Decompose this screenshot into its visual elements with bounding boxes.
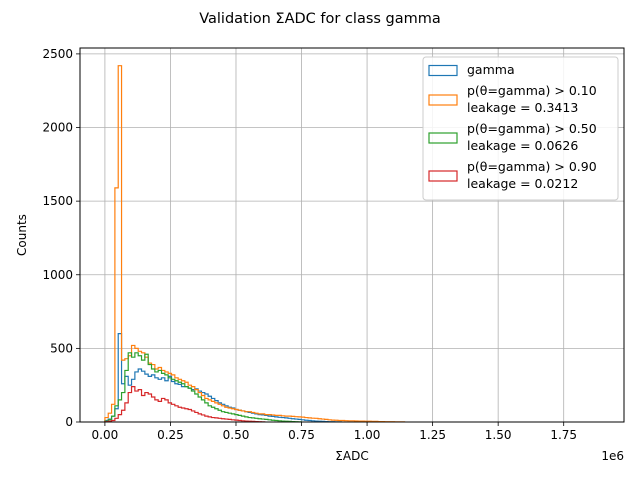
plot-frame <box>79 47 625 423</box>
legend-label: leakage = 0.3413 <box>467 100 578 115</box>
y-axis: 0 500 1000 1500 2000 2500 <box>42 47 80 429</box>
x-tick-label: 0.75 <box>288 428 315 442</box>
y-axis-label: Counts <box>15 214 29 256</box>
y-tick-label: 1000 <box>42 268 73 282</box>
legend-swatch <box>428 170 458 182</box>
y-tick-label: 0 <box>65 415 73 429</box>
legend-label: p(θ=gamma) > 0.10 <box>467 83 597 98</box>
x-axis: 0.00 0.25 0.50 0.75 1.00 1.25 1.50 1.75 <box>92 422 577 442</box>
x-axis-offset-label: 1e6 <box>601 449 624 463</box>
y-tick-label: 1500 <box>42 194 73 208</box>
legend-swatch <box>428 64 458 77</box>
x-tick-label: 0.50 <box>223 428 250 442</box>
y-tick-label: 2000 <box>42 121 73 135</box>
series-1-step-line <box>104 65 406 423</box>
legend-label: p(θ=gamma) > 0.50 <box>467 121 597 136</box>
x-tick-label: 0.25 <box>157 428 184 442</box>
legend-label: p(θ=gamma) > 0.90 <box>467 159 597 174</box>
series-3-step-line <box>104 386 266 423</box>
x-tick-label: 1.25 <box>419 428 446 442</box>
x-axis-label: ΣADC <box>335 449 368 463</box>
legend-label: gamma <box>467 62 515 77</box>
legend-swatch <box>428 94 458 106</box>
legend-box <box>422 56 619 201</box>
legend-label: leakage = 0.0212 <box>467 176 578 191</box>
chart-title: Validation ΣADC for class gamma <box>199 11 441 27</box>
y-tick-label: 2500 <box>42 47 73 61</box>
legend-label: leakage = 0.0626 <box>467 138 578 153</box>
series-layer <box>104 65 406 423</box>
series-2-step-line <box>104 352 302 423</box>
x-tick-label: 1.50 <box>485 428 512 442</box>
x-tick-label: 1.75 <box>550 428 577 442</box>
x-tick-label: 1.00 <box>354 428 381 442</box>
legend: gamma p(θ=gamma) > 0.10 leakage = 0.3413 p(… <box>422 56 619 201</box>
legend-swatch <box>428 132 458 144</box>
y-tick-label: 500 <box>50 341 73 355</box>
x-tick-label: 0.00 <box>92 428 119 442</box>
